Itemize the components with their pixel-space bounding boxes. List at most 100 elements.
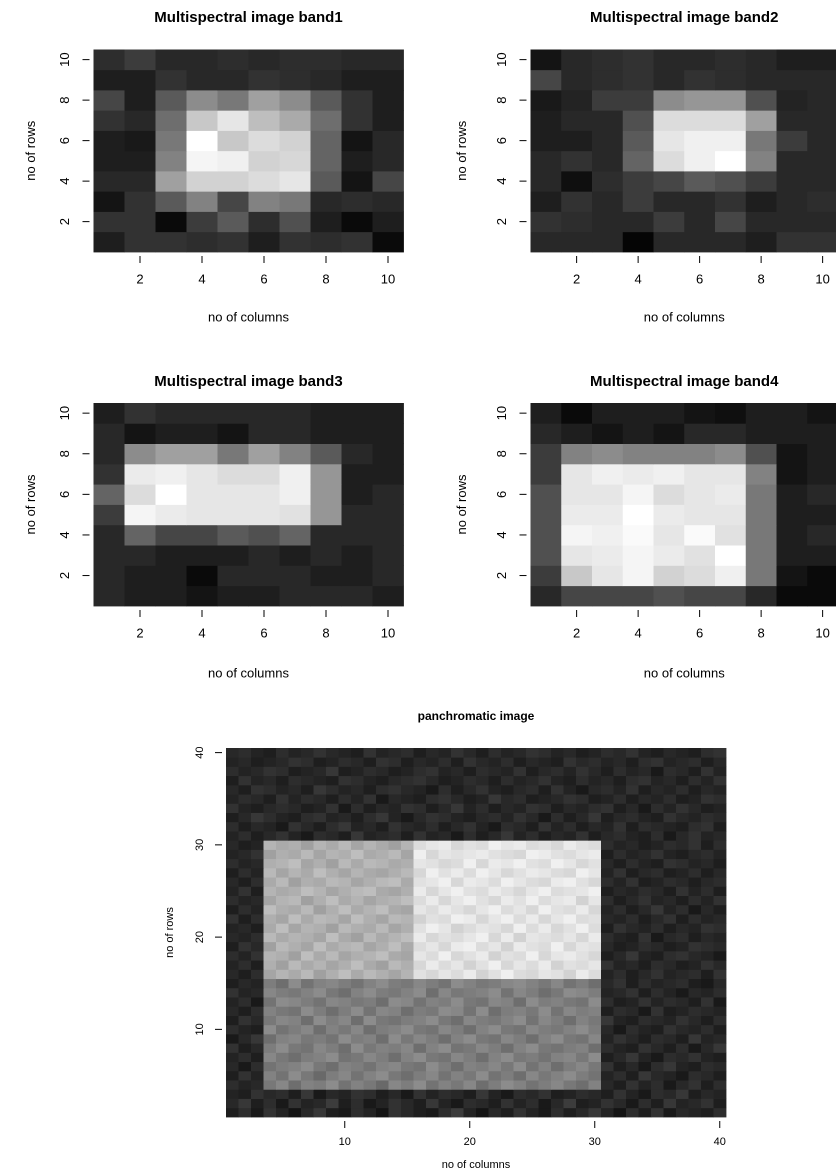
heatmap-cell [451, 979, 464, 989]
heatmap-cell [414, 748, 427, 758]
heatmap-cell [614, 933, 627, 943]
x-tick-label: 2 [136, 625, 143, 640]
heatmap-cell [451, 840, 464, 850]
heatmap-cell [539, 849, 552, 859]
heatmap-cell [426, 849, 439, 859]
heatmap-cell [746, 565, 777, 586]
heatmap-cell [514, 1052, 527, 1062]
heatmap-cell [451, 1099, 464, 1109]
heatmap-cell [701, 1006, 714, 1016]
heatmap-cell [514, 933, 527, 943]
heatmap-cell [561, 423, 592, 444]
heatmap-cell [249, 525, 280, 546]
heatmap-cell [326, 822, 339, 832]
heatmap-cell [589, 914, 602, 924]
heatmap-cell [426, 877, 439, 887]
heatmap-cell [689, 997, 702, 1007]
heatmap-cell [276, 1099, 289, 1109]
heatmap-cell [514, 1034, 527, 1044]
heatmap-cell [684, 444, 715, 465]
heatmap-cell [401, 1016, 414, 1026]
heatmap-cell [351, 1062, 364, 1072]
heatmap-cell [289, 923, 302, 933]
chart-title: Multispectral image band3 [154, 373, 342, 390]
heatmap-cell [501, 1099, 514, 1109]
heatmap-cell [701, 849, 714, 859]
heatmap-cell [351, 776, 364, 786]
heatmap-cell [414, 896, 427, 906]
heatmap-cell [689, 831, 702, 841]
heatmap-cell [564, 849, 577, 859]
heatmap-cell [276, 766, 289, 776]
heatmap-cell [326, 1034, 339, 1044]
heatmap-cell [539, 960, 552, 970]
heatmap-cell [426, 1034, 439, 1044]
heatmap-cell [689, 1099, 702, 1109]
heatmap-cell [289, 1099, 302, 1109]
heatmap-cell [364, 1071, 377, 1081]
heatmap-cell [701, 886, 714, 896]
heatmap-cell [684, 212, 715, 233]
heatmap-cell [301, 849, 314, 859]
heatmap-cell [426, 997, 439, 1007]
heatmap-cell [351, 923, 364, 933]
heatmap-cell [301, 1099, 314, 1109]
heatmap-cell [714, 1052, 727, 1062]
heatmap-cell [451, 951, 464, 961]
heatmap-cell [626, 1071, 639, 1081]
heatmap-cell [561, 484, 592, 505]
heatmap-cell [576, 868, 589, 878]
heatmap-cell [623, 586, 654, 607]
heatmap-cell [239, 748, 252, 758]
heatmap-cell [514, 1043, 527, 1053]
heatmap-cell [539, 1006, 552, 1016]
heatmap-cell [701, 951, 714, 961]
heatmap-cell [342, 110, 373, 131]
heatmap-cell [226, 1089, 239, 1099]
heatmap-cell [526, 1099, 539, 1109]
heatmap-cell [373, 131, 404, 152]
heatmap-cell [226, 997, 239, 1007]
heatmap-cell [301, 1062, 314, 1072]
heatmap-cell [276, 1006, 289, 1016]
heatmap-cell [664, 1089, 677, 1099]
heatmap-cell [439, 933, 452, 943]
heatmap-cell [414, 942, 427, 952]
heatmap-cell [218, 484, 249, 505]
heatmap-cell [564, 813, 577, 823]
heatmap-cell [264, 1034, 277, 1044]
y-tick-label: 10 [494, 52, 509, 66]
heatmap-cell [376, 1006, 389, 1016]
heatmap-cell [226, 960, 239, 970]
x-tick-label: 30 [589, 1136, 601, 1148]
heatmap-cell [251, 886, 264, 896]
heatmap-cell [564, 822, 577, 832]
heatmap-cell [239, 886, 252, 896]
heatmap-cell [314, 1071, 327, 1081]
heatmap-cell [301, 969, 314, 979]
heatmap-cell [689, 794, 702, 804]
heatmap-cell [654, 212, 685, 233]
heatmap-cell [715, 464, 746, 485]
heatmap-cell [218, 50, 249, 71]
heatmap-cell [439, 969, 452, 979]
heatmap-cell [401, 831, 414, 841]
heatmap-cell [564, 766, 577, 776]
heatmap-cell [414, 979, 427, 989]
heatmap-cell [187, 50, 218, 71]
heatmap-cell [276, 1034, 289, 1044]
heatmap-cell [239, 766, 252, 776]
heatmap-cell [614, 905, 627, 915]
heatmap-cell [339, 831, 352, 841]
heatmap-cell [326, 877, 339, 887]
heatmap-cell [251, 1089, 264, 1099]
heatmap-cell [249, 90, 280, 111]
heatmap-cell [364, 776, 377, 786]
heatmap-cell [684, 90, 715, 111]
heatmap-cell [94, 232, 125, 253]
heatmap-cell [576, 923, 589, 933]
heatmap-cell [326, 1052, 339, 1062]
heatmap-cell [476, 1043, 489, 1053]
heatmap-cell [311, 171, 342, 192]
heatmap-cell [249, 505, 280, 526]
